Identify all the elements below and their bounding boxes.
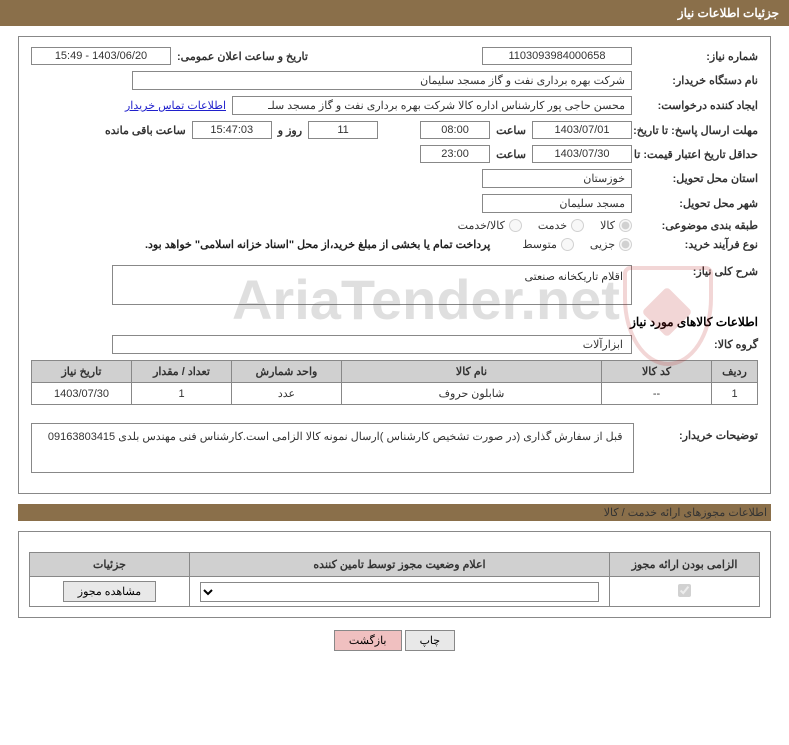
cell-date: 1403/07/30 bbox=[32, 383, 132, 405]
radio-goods[interactable] bbox=[619, 219, 632, 232]
general-desc-box: اقلام تاریکخانه صنعتی bbox=[112, 265, 632, 305]
th-row: ردیف bbox=[712, 361, 758, 383]
required-checkbox[interactable] bbox=[678, 584, 691, 597]
license-header-row: الزامی بودن ارائه مجوز اعلام وضعیت مجوز … bbox=[30, 553, 760, 577]
time-label-2: ساعت bbox=[496, 148, 526, 161]
need-no-label: شماره نیاز: bbox=[638, 50, 758, 63]
general-desc-label: شرح کلی نیاز: bbox=[638, 265, 758, 278]
page-title: جزئیات اطلاعات نیاز bbox=[678, 6, 779, 20]
cell-details: مشاهده مجوز bbox=[30, 577, 190, 607]
cell-name: شابلون حروف bbox=[342, 383, 602, 405]
buyer-org-value: شرکت بهره برداری نفت و گاز مسجد سلیمان bbox=[132, 71, 632, 90]
response-deadline-label: مهلت ارسال پاسخ: تا تاریخ: bbox=[638, 124, 758, 137]
radio-minor-item[interactable]: جزیی bbox=[590, 238, 632, 251]
buyer-contact-link[interactable]: اطلاعات تماس خریدار bbox=[125, 99, 226, 112]
price-valid-label: حداقل تاریخ اعتبار قیمت: تا تاریخ: bbox=[638, 148, 758, 161]
requester-label: ایجاد کننده درخواست: bbox=[638, 99, 758, 112]
time-label-1: ساعت bbox=[496, 124, 526, 137]
response-time: 08:00 bbox=[420, 121, 490, 139]
goods-table: ردیف کد کالا نام کالا واحد شمارش تعداد /… bbox=[31, 360, 758, 405]
buyer-org-label: نام دستگاه خریدار: bbox=[638, 74, 758, 87]
th-code: کد کالا bbox=[602, 361, 712, 383]
radio-minor[interactable] bbox=[619, 238, 632, 251]
cell-qty: 1 bbox=[132, 383, 232, 405]
page-header: جزئیات اطلاعات نیاز bbox=[0, 0, 789, 26]
table-row: 1 -- شابلون حروف عدد 1 1403/07/30 bbox=[32, 383, 758, 405]
radio-medium[interactable] bbox=[561, 238, 574, 251]
classify-label: طبقه بندی موضوعی: bbox=[638, 219, 758, 232]
requester-value: محسن حاجی پور کارشناس اداره کالا شرکت به… bbox=[232, 96, 632, 115]
cell-required bbox=[610, 577, 760, 607]
remain-time: 15:47:03 bbox=[192, 121, 272, 139]
announce-value: 1403/06/20 - 15:49 bbox=[31, 47, 171, 65]
cell-row: 1 bbox=[712, 383, 758, 405]
treasury-note: پرداخت تمام یا بخشی از مبلغ خرید،از محل … bbox=[145, 238, 490, 251]
explain-box: قبل از سفارش گذاری (در صورت تشخیص کارشنا… bbox=[31, 423, 634, 473]
radio-goods-item[interactable]: کالا bbox=[600, 219, 632, 232]
th-date: تاریخ نیاز bbox=[32, 361, 132, 383]
cell-status bbox=[190, 577, 610, 607]
purchase-type-label: نوع فرآیند خرید: bbox=[638, 238, 758, 251]
days-and-label: روز و bbox=[278, 124, 302, 137]
view-license-button[interactable]: مشاهده مجوز bbox=[63, 581, 156, 602]
cell-unit: عدد bbox=[232, 383, 342, 405]
radio-both[interactable] bbox=[509, 219, 522, 232]
license-panel: الزامی بودن ارائه مجوز اعلام وضعیت مجوز … bbox=[18, 531, 771, 618]
radio-both-item[interactable]: کالا/خدمت bbox=[458, 219, 522, 232]
city-label: شهر محل تحویل: bbox=[638, 197, 758, 210]
price-valid-time: 23:00 bbox=[420, 145, 490, 163]
price-valid-date: 1403/07/30 bbox=[532, 145, 632, 163]
radio-service-label: خدمت bbox=[538, 219, 567, 232]
province-value: خوزستان bbox=[482, 169, 632, 188]
table-header-row: ردیف کد کالا نام کالا واحد شمارش تعداد /… bbox=[32, 361, 758, 383]
explain-label: توضیحات خریدار: bbox=[640, 415, 758, 442]
th-qty: تعداد / مقدار bbox=[132, 361, 232, 383]
status-select[interactable] bbox=[200, 582, 599, 602]
radio-goods-label: کالا bbox=[600, 219, 615, 232]
goods-info-title: اطلاعات کالاهای مورد نیاز bbox=[31, 315, 758, 329]
th-required: الزامی بودن ارائه مجوز bbox=[610, 553, 760, 577]
license-row: مشاهده مجوز bbox=[30, 577, 760, 607]
back-button[interactable]: بازگشت bbox=[334, 630, 402, 651]
goods-group-label: گروه کالا: bbox=[638, 338, 758, 351]
remain-label: ساعت باقی مانده bbox=[105, 124, 186, 137]
goods-group-value: ابزارآلات bbox=[112, 335, 632, 354]
radio-both-label: کالا/خدمت bbox=[458, 219, 505, 232]
action-buttons: چاپ بازگشت bbox=[0, 630, 789, 651]
response-date: 1403/07/01 bbox=[532, 121, 632, 139]
need-no-value: 1103093984000658 bbox=[482, 47, 632, 65]
th-status: اعلام وضعیت مجوز توسط تامین کننده bbox=[190, 553, 610, 577]
main-panel: شماره نیاز: 1103093984000658 تاریخ و ساع… bbox=[18, 36, 771, 494]
print-button[interactable]: چاپ bbox=[405, 630, 456, 651]
radio-service-item[interactable]: خدمت bbox=[538, 219, 584, 232]
radio-minor-label: جزیی bbox=[590, 238, 615, 251]
radio-medium-item[interactable]: متوسط bbox=[522, 238, 574, 251]
th-details: جزئیات bbox=[30, 553, 190, 577]
radio-medium-label: متوسط bbox=[522, 238, 557, 251]
th-unit: واحد شمارش bbox=[232, 361, 342, 383]
cell-code: -- bbox=[602, 383, 712, 405]
province-label: استان محل تحویل: bbox=[638, 172, 758, 185]
th-name: نام کالا bbox=[342, 361, 602, 383]
license-table: الزامی بودن ارائه مجوز اعلام وضعیت مجوز … bbox=[29, 552, 760, 607]
announce-label: تاریخ و ساعت اعلان عمومی: bbox=[177, 50, 308, 63]
license-header: اطلاعات مجوزهای ارائه خدمت / کالا bbox=[18, 504, 771, 521]
days-value: 11 bbox=[308, 121, 378, 139]
explain-text: قبل از سفارش گذاری (در صورت تشخیص کارشنا… bbox=[48, 431, 623, 443]
city-value: مسجد سلیمان bbox=[482, 194, 632, 213]
radio-service[interactable] bbox=[571, 219, 584, 232]
general-desc-value: اقلام تاریکخانه صنعتی bbox=[524, 271, 623, 283]
